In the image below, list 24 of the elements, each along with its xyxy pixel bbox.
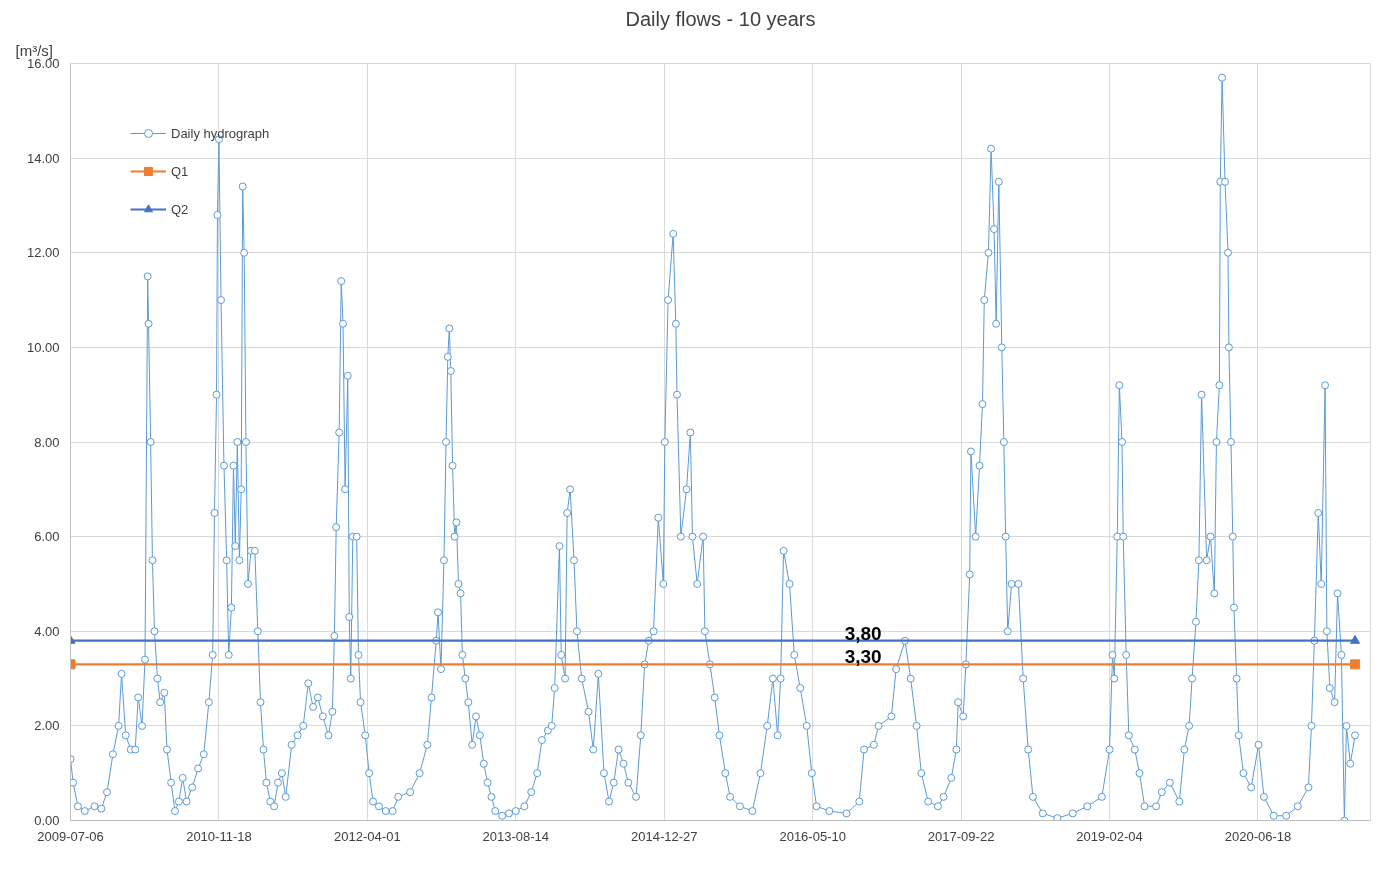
x-tick-label: 2012-04-01 xyxy=(334,828,401,844)
x-tick-label: 2010-11-18 xyxy=(186,828,252,844)
y-tick-label: 4.00 xyxy=(34,623,60,639)
y-tick-label: 10.00 xyxy=(26,339,60,355)
annotation: 3,80 xyxy=(844,622,882,644)
x-tick-label: 2016-05-10 xyxy=(779,828,846,844)
y-tick-label: 14.00 xyxy=(26,150,60,166)
y-tick-label: 12.00 xyxy=(26,245,60,261)
x-tick-label: 2017-09-22 xyxy=(927,828,995,844)
y-tick-label: 6.00 xyxy=(34,529,60,545)
x-tick-label: 2020-06-18 xyxy=(1224,828,1292,844)
x-tick-label: 2019-02-04 xyxy=(1076,828,1143,844)
annotation: 3,30 xyxy=(844,646,882,668)
legend-label: Daily hydrograph xyxy=(171,125,270,141)
y-tick-label: 8.00 xyxy=(34,434,60,450)
legend-label: Q2 xyxy=(171,201,190,217)
y-tick-label: 2.00 xyxy=(34,718,60,734)
legend-label: Q1 xyxy=(171,163,190,179)
x-tick-label: 2014-12-27 xyxy=(630,828,698,844)
y-tick-label: 0.00 xyxy=(34,813,60,828)
y-axis-title: [m³/s] xyxy=(15,41,53,59)
chart-title: Daily flows - 10 years xyxy=(625,7,816,30)
x-tick-label: 2009-07-06 xyxy=(37,828,104,844)
x-tick-label: 2013-08-14 xyxy=(482,828,550,844)
